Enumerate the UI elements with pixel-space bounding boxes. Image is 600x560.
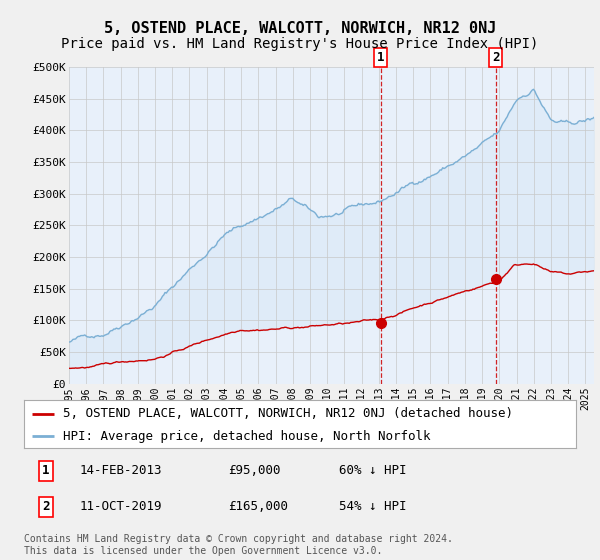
Text: 5, OSTEND PLACE, WALCOTT, NORWICH, NR12 0NJ (detached house): 5, OSTEND PLACE, WALCOTT, NORWICH, NR12 … [62,407,512,420]
Text: 54% ↓ HPI: 54% ↓ HPI [338,500,406,513]
Text: HPI: Average price, detached house, North Norfolk: HPI: Average price, detached house, Nort… [62,430,430,442]
Text: 2: 2 [43,500,50,513]
Text: 11-OCT-2019: 11-OCT-2019 [79,500,162,513]
Text: Contains HM Land Registry data © Crown copyright and database right 2024.
This d: Contains HM Land Registry data © Crown c… [24,534,453,556]
Text: Price paid vs. HM Land Registry's House Price Index (HPI): Price paid vs. HM Land Registry's House … [61,37,539,51]
Text: 1: 1 [377,51,385,64]
Text: £95,000: £95,000 [228,464,281,478]
Text: 1: 1 [43,464,50,478]
Text: £165,000: £165,000 [228,500,288,513]
Text: 60% ↓ HPI: 60% ↓ HPI [338,464,406,478]
Text: 14-FEB-2013: 14-FEB-2013 [79,464,162,478]
Text: 2: 2 [492,51,499,64]
Text: 5, OSTEND PLACE, WALCOTT, NORWICH, NR12 0NJ: 5, OSTEND PLACE, WALCOTT, NORWICH, NR12 … [104,21,496,36]
